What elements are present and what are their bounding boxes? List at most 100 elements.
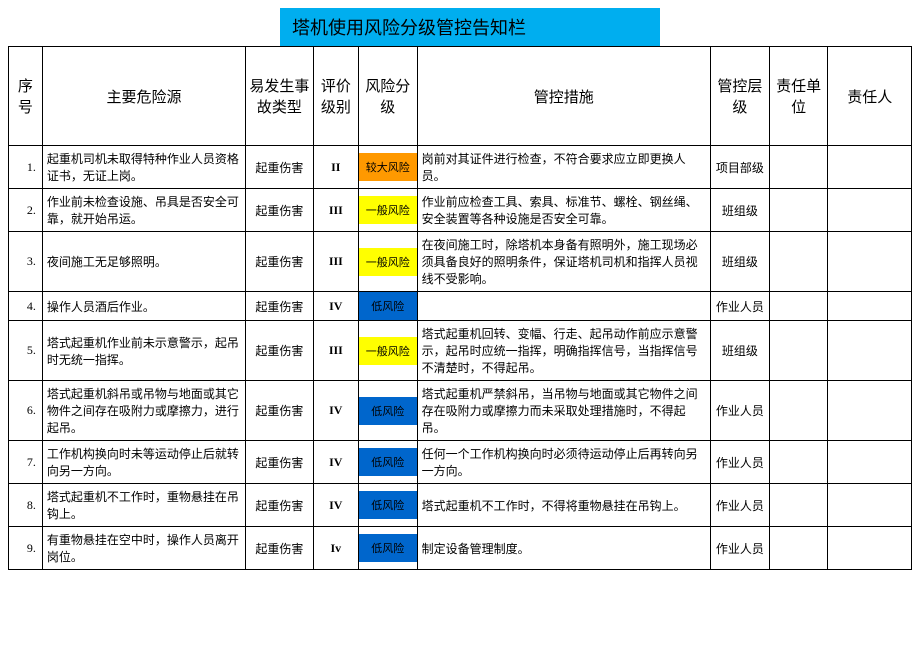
cell-measure: 岗前对其证件进行检查，不符合要求应立即更换人员。 [417, 146, 710, 189]
cell-resp [828, 484, 912, 527]
cell-unit [769, 232, 828, 292]
header-type: 易发生事故类型 [246, 47, 314, 146]
cell-hazard: 有重物悬挂在空中时，操作人员离开岗位。 [42, 527, 245, 570]
cell-measure: 任何一个工作机构换向时必须待运动停止后再转向另一方向。 [417, 441, 710, 484]
cell-risk: 低风险 [358, 484, 417, 527]
cell-grade: Iv [313, 527, 358, 570]
header-measure: 管控措施 [417, 47, 710, 146]
cell-type: 起重伤害 [246, 381, 314, 441]
table-row: 2.作业前未检查设施、吊具是否安全可靠，就开始吊运。起重伤害III一般风险作业前… [9, 189, 912, 232]
cell-resp [828, 527, 912, 570]
cell-type: 起重伤害 [246, 146, 314, 189]
cell-seq: 2. [9, 189, 43, 232]
cell-level: 作业人员 [711, 381, 770, 441]
cell-risk: 低风险 [358, 441, 417, 484]
page-title: 塔机使用风险分级管控告知栏 [280, 8, 660, 46]
cell-type: 起重伤害 [246, 527, 314, 570]
cell-hazard: 塔式起重机作业前未示意警示，起吊时无统一指挥。 [42, 321, 245, 381]
cell-seq: 4. [9, 292, 43, 321]
cell-grade: III [313, 232, 358, 292]
cell-unit [769, 441, 828, 484]
cell-hazard: 塔式起重机斜吊或吊物与地面或其它物件之间存在吸附力或摩擦力，进行起吊。 [42, 381, 245, 441]
cell-hazard: 塔式起重机不工作时，重物悬挂在吊钩上。 [42, 484, 245, 527]
cell-unit [769, 189, 828, 232]
table-row: 5.塔式起重机作业前未示意警示，起吊时无统一指挥。起重伤害III一般风险塔式起重… [9, 321, 912, 381]
cell-measure [417, 292, 710, 321]
cell-measure: 在夜间施工时，除塔机本身备有照明外，施工现场必须具备良好的照明条件，保证塔机司机… [417, 232, 710, 292]
cell-seq: 8. [9, 484, 43, 527]
cell-grade: IV [313, 484, 358, 527]
cell-seq: 5. [9, 321, 43, 381]
cell-level: 班组级 [711, 321, 770, 381]
cell-seq: 1. [9, 146, 43, 189]
cell-measure: 制定设备管理制度。 [417, 527, 710, 570]
cell-risk: 低风险 [358, 527, 417, 570]
cell-seq: 6. [9, 381, 43, 441]
cell-type: 起重伤害 [246, 189, 314, 232]
cell-hazard: 作业前未检查设施、吊具是否安全可靠，就开始吊运。 [42, 189, 245, 232]
cell-unit [769, 381, 828, 441]
cell-measure: 塔式起重机严禁斜吊，当吊物与地面或其它物件之间存在吸附力或摩擦力而未采取处理措施… [417, 381, 710, 441]
cell-unit [769, 527, 828, 570]
cell-type: 起重伤害 [246, 292, 314, 321]
table-row: 1.起重机司机未取得特种作业人员资格证书，无证上岗。起重伤害II较大风险岗前对其… [9, 146, 912, 189]
cell-grade: II [313, 146, 358, 189]
cell-risk: 较大风险 [358, 146, 417, 189]
table-header-row: 序号 主要危险源 易发生事故类型 评价级别 风险分级 管控措施 管控层级 责任单… [9, 47, 912, 146]
header-resp: 责任人 [828, 47, 912, 146]
cell-level: 作业人员 [711, 441, 770, 484]
cell-type: 起重伤害 [246, 321, 314, 381]
cell-seq: 7. [9, 441, 43, 484]
cell-unit [769, 321, 828, 381]
header-level: 管控层级 [711, 47, 770, 146]
cell-grade: III [313, 189, 358, 232]
cell-grade: III [313, 321, 358, 381]
cell-level: 作业人员 [711, 292, 770, 321]
table-row: 6.塔式起重机斜吊或吊物与地面或其它物件之间存在吸附力或摩擦力，进行起吊。起重伤… [9, 381, 912, 441]
header-unit: 责任单位 [769, 47, 828, 146]
cell-resp [828, 321, 912, 381]
cell-resp [828, 146, 912, 189]
header-hazard: 主要危险源 [42, 47, 245, 146]
cell-risk: 低风险 [358, 292, 417, 321]
risk-table: 序号 主要危险源 易发生事故类型 评价级别 风险分级 管控措施 管控层级 责任单… [8, 46, 912, 570]
cell-hazard: 夜间施工无足够照明。 [42, 232, 245, 292]
cell-grade: IV [313, 441, 358, 484]
cell-type: 起重伤害 [246, 484, 314, 527]
cell-level: 作业人员 [711, 484, 770, 527]
cell-grade: IV [313, 381, 358, 441]
table-row: 8.塔式起重机不工作时，重物悬挂在吊钩上。起重伤害IV低风险塔式起重机不工作时，… [9, 484, 912, 527]
cell-type: 起重伤害 [246, 232, 314, 292]
cell-risk: 一般风险 [358, 232, 417, 292]
cell-risk: 低风险 [358, 381, 417, 441]
cell-level: 班组级 [711, 189, 770, 232]
header-risk: 风险分级 [358, 47, 417, 146]
cell-hazard: 起重机司机未取得特种作业人员资格证书，无证上岗。 [42, 146, 245, 189]
cell-measure: 塔式起重机回转、变幅、行走、起吊动作前应示意警示，起吊时应统一指挥，明确指挥信号… [417, 321, 710, 381]
cell-seq: 9. [9, 527, 43, 570]
cell-level: 班组级 [711, 232, 770, 292]
cell-type: 起重伤害 [246, 441, 314, 484]
cell-risk: 一般风险 [358, 321, 417, 381]
cell-unit [769, 146, 828, 189]
table-row: 9.有重物悬挂在空中时，操作人员离开岗位。起重伤害Iv低风险制定设备管理制度。作… [9, 527, 912, 570]
cell-hazard: 操作人员酒后作业。 [42, 292, 245, 321]
cell-level: 项目部级 [711, 146, 770, 189]
cell-resp [828, 441, 912, 484]
table-body: 1.起重机司机未取得特种作业人员资格证书，无证上岗。起重伤害II较大风险岗前对其… [9, 146, 912, 570]
cell-resp [828, 232, 912, 292]
table-row: 4.操作人员酒后作业。起重伤害IV低风险 作业人员 [9, 292, 912, 321]
cell-resp [828, 381, 912, 441]
cell-grade: IV [313, 292, 358, 321]
header-grade: 评价级别 [313, 47, 358, 146]
table-row: 3.夜间施工无足够照明。起重伤害III一般风险在夜间施工时，除塔机本身备有照明外… [9, 232, 912, 292]
cell-measure: 作业前应检查工具、索具、标准节、螺栓、钢丝绳、安全装置等各种设施是否安全可靠。 [417, 189, 710, 232]
cell-risk: 一般风险 [358, 189, 417, 232]
cell-resp [828, 189, 912, 232]
cell-seq: 3. [9, 232, 43, 292]
table-row: 7.工作机构换向时未等运动停止后就转向另一方向。起重伤害IV低风险任何一个工作机… [9, 441, 912, 484]
header-seq: 序号 [9, 47, 43, 146]
cell-resp [828, 292, 912, 321]
cell-measure: 塔式起重机不工作时，不得将重物悬挂在吊钩上。 [417, 484, 710, 527]
cell-hazard: 工作机构换向时未等运动停止后就转向另一方向。 [42, 441, 245, 484]
